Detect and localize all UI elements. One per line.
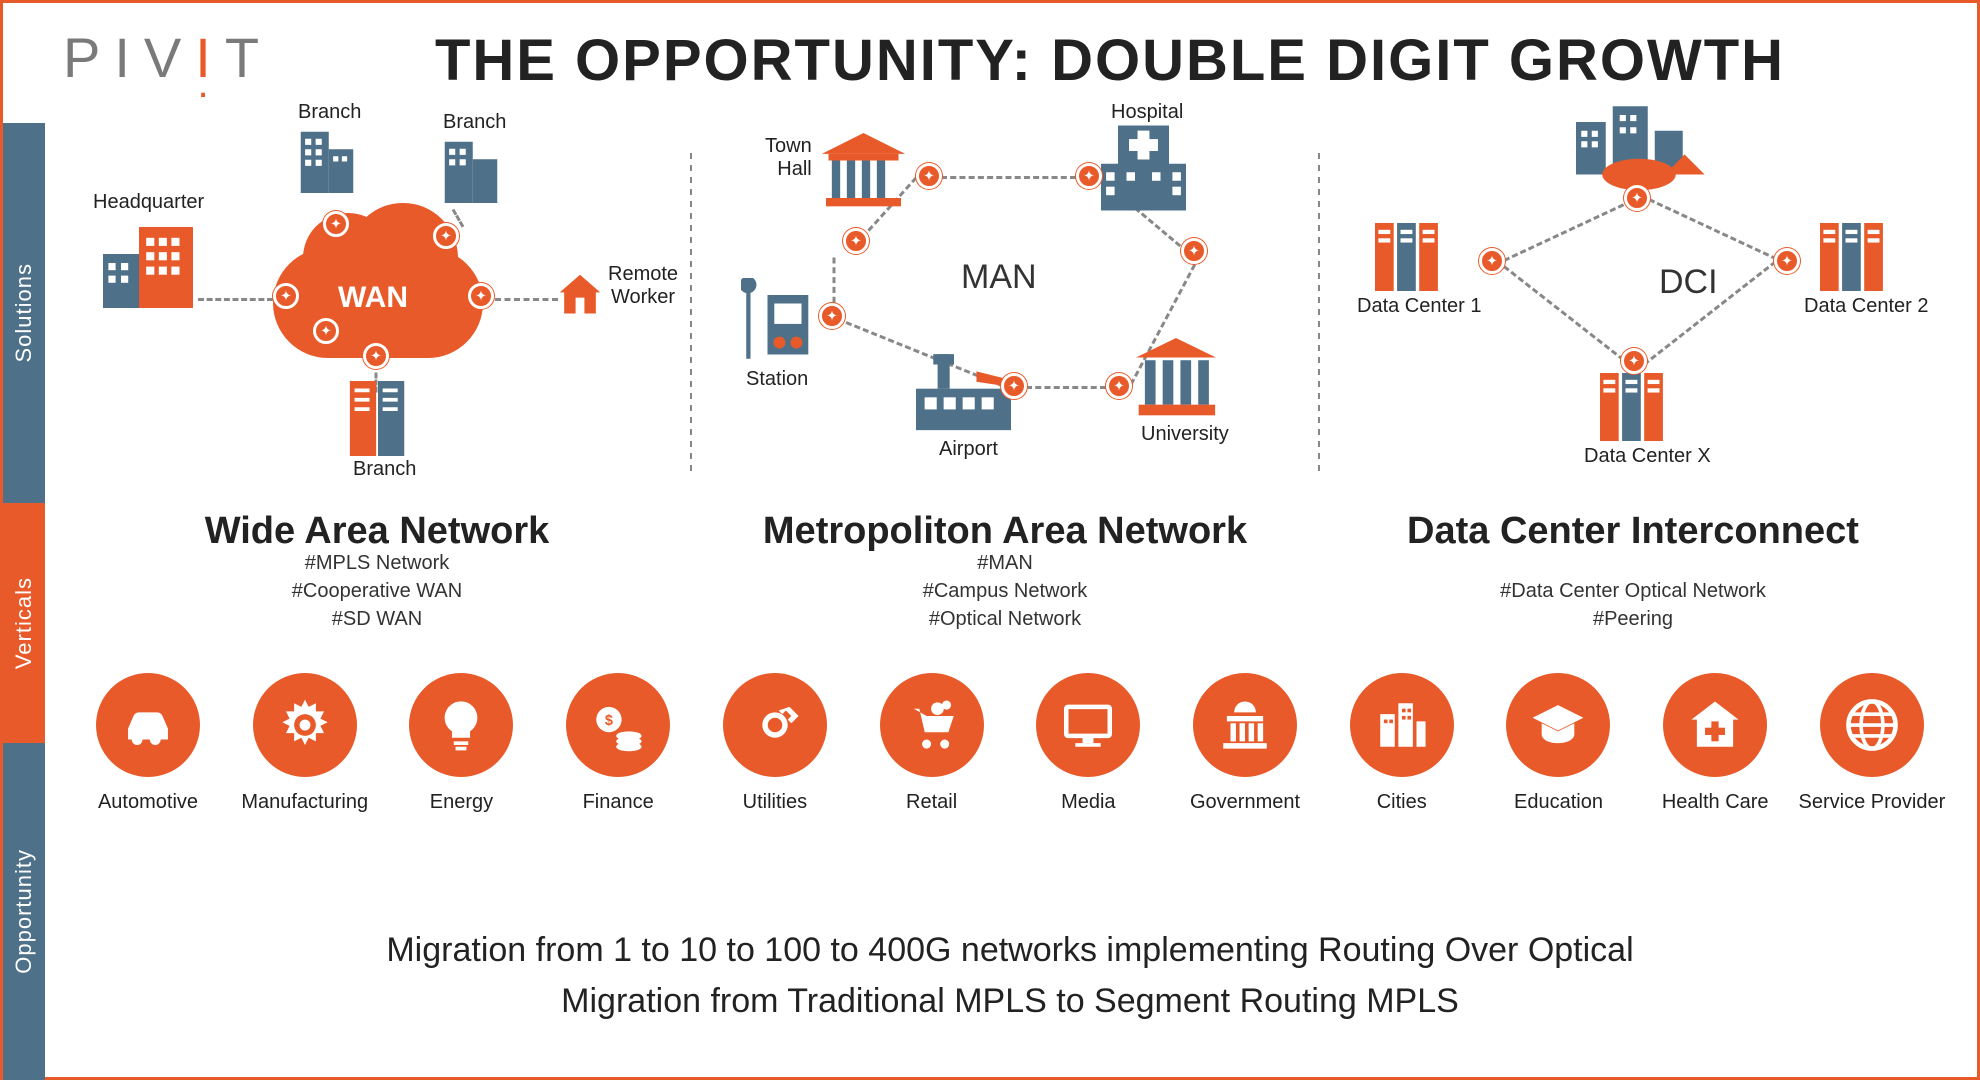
- city-icon: [1350, 673, 1454, 777]
- remote-worker-icon: [558, 273, 602, 317]
- vertical-energy: Energy: [386, 673, 536, 814]
- solution-tags: #MPLS Network #Cooperative WAN #SD WAN: [63, 549, 691, 633]
- side-tab-verticals: Verticals: [3, 503, 45, 743]
- node-label: Station: [746, 368, 808, 391]
- solution-title: Metropoliton Area Network: [691, 510, 1319, 553]
- dci-diagram: Data Center 1 Data Center 2 Data Center …: [1319, 123, 1947, 463]
- dci-center-label: DCI: [1659, 263, 1718, 302]
- solution-title: Wide Area Network: [63, 510, 691, 553]
- globe-icon: [1820, 673, 1924, 777]
- vertical-education: Education: [1483, 673, 1633, 814]
- branch-icon: [343, 381, 413, 456]
- side-tab-label: Solutions: [11, 263, 37, 363]
- gear-icon: [253, 673, 357, 777]
- hospital-icon: [1101, 123, 1186, 213]
- node-label: Branch: [443, 111, 506, 134]
- car-icon: [96, 673, 200, 777]
- solution-tags: #MAN #Campus Network #Optical Network: [691, 549, 1319, 633]
- solution-dci: Data Center 1 Data Center 2 Data Center …: [1319, 123, 1947, 633]
- brand-logo: PIVIT: [63, 25, 273, 90]
- node-label: Headquarter: [93, 191, 204, 214]
- grad-icon: [1506, 673, 1610, 777]
- side-tab-label: Opportunity: [11, 849, 37, 974]
- side-tab-opportunity: Opportunity: [3, 743, 45, 1080]
- solution-tags: #Data Center Optical Network #Peering: [1319, 577, 1947, 633]
- man-diagram: TownHall Hospital Station: [691, 123, 1319, 463]
- datacenter-icon: [1599, 373, 1669, 441]
- vertical-serviceprovider: Service Provider: [1797, 673, 1947, 814]
- vertical-media: Media: [1013, 673, 1163, 814]
- branch-icon: [443, 133, 499, 203]
- node-label: Data Center 2: [1804, 295, 1929, 318]
- vertical-finance: $Finance: [543, 673, 693, 814]
- cart-icon: [880, 673, 984, 777]
- verticals-row: Automotive Manufacturing Energy $Finance…: [73, 673, 1947, 814]
- vertical-retail: Retail: [857, 673, 1007, 814]
- city-cluster-icon: [1569, 105, 1709, 195]
- monitor-icon: [1036, 673, 1140, 777]
- station-icon: [741, 278, 811, 363]
- coins-icon: $: [566, 673, 670, 777]
- opportunity-text: Migration from 1 to 10 to 100 to 400G ne…: [103, 925, 1917, 1027]
- vertical-cities: Cities: [1327, 673, 1477, 814]
- side-tab-solutions: Solutions: [3, 123, 45, 503]
- solution-title: Data Center Interconnect: [1319, 510, 1947, 553]
- node-label: Branch: [298, 101, 361, 124]
- datacenter-icon: [1374, 223, 1444, 291]
- node-label: Branch: [353, 458, 416, 481]
- side-tab-label: Verticals: [11, 577, 37, 669]
- town-hall-icon: [821, 133, 906, 208]
- solution-wan: Headquarter Branch Branch RemoteWorker B…: [63, 123, 691, 633]
- vertical-utilities: Utilities: [700, 673, 850, 814]
- medhouse-icon: [1663, 673, 1767, 777]
- page-title: THE OPPORTUNITY: DOUBLE DIGIT GROWTH: [303, 27, 1917, 94]
- node-label: Data Center X: [1584, 445, 1711, 468]
- headquarter-icon: [103, 218, 193, 308]
- datacenter-icon: [1819, 223, 1889, 291]
- wrench-icon: [723, 673, 827, 777]
- svg-text:$: $: [605, 713, 613, 729]
- node-label: University: [1141, 423, 1229, 446]
- vertical-manufacturing: Manufacturing: [230, 673, 380, 814]
- branch-icon: [299, 123, 355, 193]
- solutions-row: Headquarter Branch Branch RemoteWorker B…: [63, 123, 1947, 633]
- node-label: RemoteWorker: [608, 263, 678, 309]
- node-label: Hospital: [1111, 101, 1183, 124]
- vertical-automotive: Automotive: [73, 673, 223, 814]
- node-label: TownHall: [765, 135, 812, 181]
- wan-center-label: WAN: [338, 281, 408, 315]
- vertical-government: Government: [1170, 673, 1320, 814]
- wan-diagram: Headquarter Branch Branch RemoteWorker B…: [63, 123, 691, 463]
- solution-man: TownHall Hospital Station: [691, 123, 1319, 633]
- vertical-healthcare: Health Care: [1640, 673, 1790, 814]
- node-label: Airport: [939, 438, 998, 461]
- bulb-icon: [409, 673, 513, 777]
- capitol-icon: [1193, 673, 1297, 777]
- airport-icon: [916, 353, 1011, 433]
- man-center-label: MAN: [961, 258, 1037, 297]
- node-label: Data Center 1: [1357, 295, 1482, 318]
- university-icon: [1131, 338, 1221, 418]
- infographic-frame: PIVIT THE OPPORTUNITY: DOUBLE DIGIT GROW…: [0, 0, 1980, 1080]
